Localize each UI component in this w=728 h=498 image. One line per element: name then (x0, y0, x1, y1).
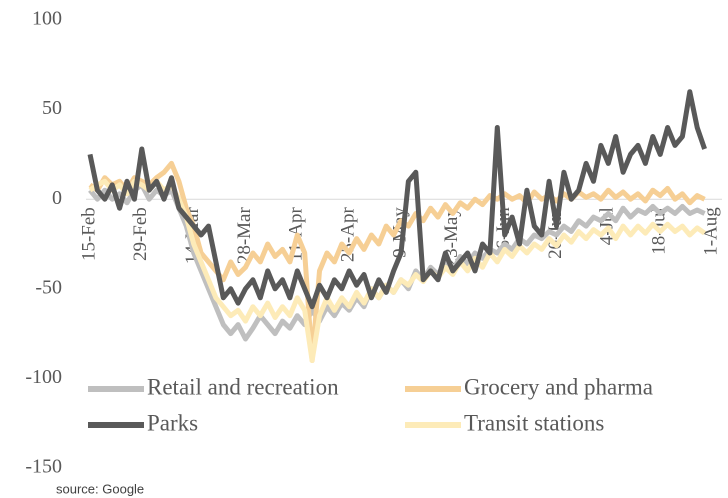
x-tick-label: 28-Mar (234, 207, 255, 265)
y-tick-label: -100 (25, 366, 62, 388)
y-tick-label: 50 (42, 97, 62, 119)
legend-label: Grocery and pharma (464, 374, 653, 399)
y-tick-label: -50 (35, 276, 62, 298)
y-tick-label: 100 (32, 8, 62, 30)
series-line (88, 178, 707, 363)
legend-label: Transit stations (464, 410, 604, 435)
source-note: source: Google (56, 481, 144, 496)
legend-label: Retail and recreation (147, 374, 339, 399)
series-line (87, 89, 707, 310)
x-tick-label: 29-Feb (130, 207, 151, 261)
x-tick-label: 15-Feb (78, 207, 99, 261)
legend-label: Parks (147, 410, 198, 435)
y-tick-label: 0 (52, 187, 62, 209)
y-tick-label: -150 (25, 456, 62, 478)
x-tick-label: 1-Aug (700, 207, 721, 256)
